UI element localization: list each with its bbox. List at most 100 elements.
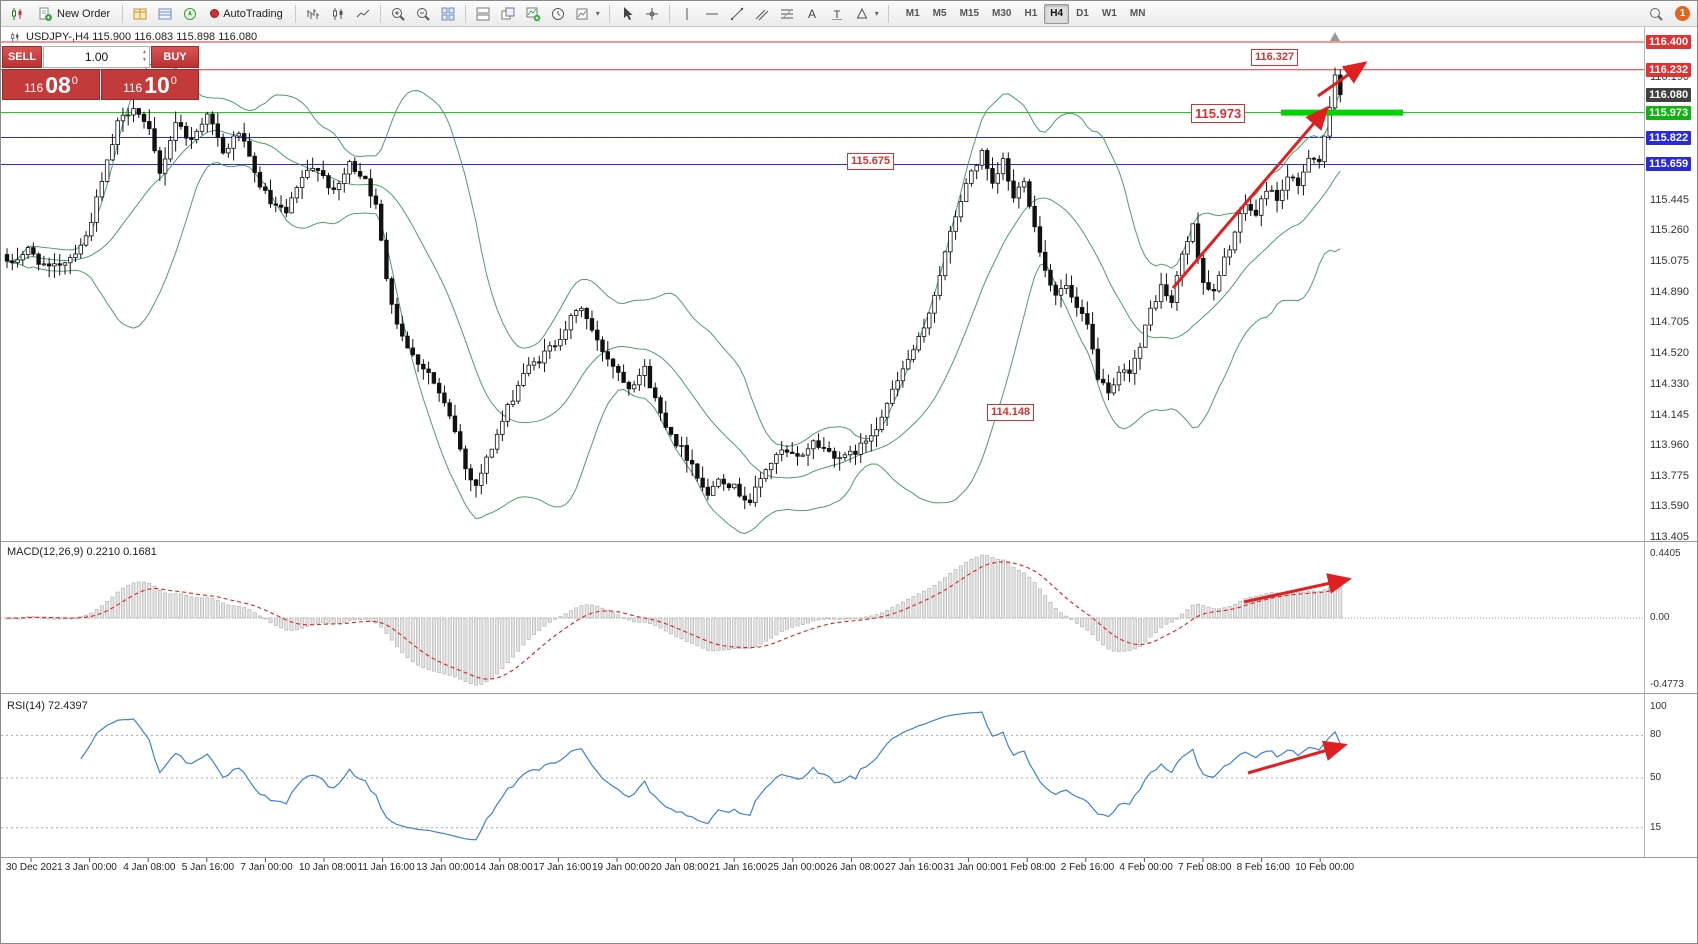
time-label: 3 Jan 00:00 [64, 862, 117, 873]
candlestick-chart-icon[interactable] [326, 3, 350, 25]
timeframe-h4[interactable]: H4 [1044, 3, 1070, 24]
macd-scale-max: 0.4405 [1650, 548, 1681, 559]
timeframe-h1[interactable]: H1 [1018, 4, 1043, 24]
zoom-out-icon[interactable] [411, 3, 435, 25]
annotation-high-target[interactable]: 116.327 [1251, 49, 1299, 66]
fibonacci-tool-icon[interactable] [775, 3, 799, 25]
time-axis[interactable]: 30 Dec 2021 3 Jan 00:00 4 Jan 08:00 5 Jan 1… [1, 858, 1644, 880]
time-label: 21 Jan 16:00 [709, 862, 768, 873]
time-label: 8 Feb 16:00 [1236, 862, 1290, 873]
price-scale[interactable]: 116.190115.445115.260115.075114.890114.7… [1645, 27, 1697, 857]
autotrading-button[interactable]: AutoTrading [203, 3, 290, 25]
time-label: 10 Feb 00:00 [1295, 862, 1355, 873]
price-tick: 113.775 [1650, 469, 1689, 482]
symbol-ohlc-text: USDJPY-,H4 115.900 116.083 115.898 116.0… [26, 31, 258, 43]
line-chart-icon[interactable] [351, 3, 375, 25]
new-chart-icon[interactable] [521, 3, 545, 25]
buy-price-prefix: 116 [123, 81, 143, 96]
sell-price-button[interactable]: 116 08 0 [2, 69, 100, 100]
text-label-tool-icon[interactable]: T [825, 3, 849, 25]
timeframe-m30[interactable]: M30 [986, 4, 1017, 24]
macd-scale-zero: 0.00 [1650, 612, 1670, 623]
arrange-windows-icon[interactable] [471, 3, 495, 25]
sell-price-sup: 0 [71, 75, 78, 87]
rsi-scale-label: 100 [1650, 701, 1667, 712]
price-tick: 114.330 [1650, 378, 1689, 391]
text-tool-icon[interactable]: A [800, 3, 824, 25]
templates-button[interactable]: ▾ [571, 3, 604, 25]
chevron-down-icon: ▾ [595, 9, 600, 18]
navigator-icon[interactable] [178, 3, 202, 25]
trend-arrow [1317, 61, 1368, 98]
buy-price-button[interactable]: 116 10 0 [101, 69, 199, 100]
market-watch-icon[interactable] [128, 3, 152, 25]
annotation-low-marker[interactable]: 114.148 [987, 404, 1035, 421]
chart-window-icon [5, 3, 29, 25]
toolbar-separator [464, 4, 466, 23]
autotrading-status-icon [210, 9, 220, 18]
arrows-shapes-button[interactable]: ▾ [850, 3, 883, 25]
toolbar: New Order AutoTrading ▾ [1, 1, 1697, 27]
cascade-windows-icon[interactable] [496, 3, 520, 25]
macd-label: MACD(12,26,9) 0.2210 0.1681 [7, 546, 157, 558]
vertical-line-tool-icon[interactable] [675, 3, 699, 25]
crosshair-icon[interactable] [640, 3, 664, 25]
bollinger-band [6, 62, 1341, 448]
time-label: 31 Jan 00:00 [943, 862, 1002, 873]
buy-price-sup: 0 [170, 75, 177, 87]
time-label: 20 Jan 08:00 [650, 862, 709, 873]
volume-input[interactable]: 1.00 ▲ ▼ [43, 46, 150, 68]
time-label: 5 Jan 16:00 [181, 862, 235, 873]
rsi-scale-label: 80 [1650, 729, 1662, 741]
tile-windows-icon[interactable] [436, 3, 460, 25]
sell-price-prefix: 116 [24, 81, 44, 96]
timeframe-m15[interactable]: M15 [954, 4, 985, 24]
timeframe-mn[interactable]: MN [1124, 4, 1152, 24]
new-order-icon [37, 6, 53, 22]
rsi-scale-label: 15 [1650, 821, 1662, 833]
new-order-label: New Order [57, 7, 111, 20]
sell-price-big: 08 [45, 72, 71, 99]
annotation-resistance[interactable]: 115.973 [1191, 104, 1246, 123]
search-icon[interactable] [1644, 3, 1668, 25]
price-tick: 114.890 [1650, 285, 1689, 298]
bollinger-band [6, 161, 1341, 535]
bar-chart-icon[interactable] [301, 3, 325, 25]
time-label: 7 Feb 08:00 [1178, 862, 1232, 873]
price-tick: 113.960 [1650, 439, 1689, 452]
price-level-box: 116.080 [1646, 87, 1692, 102]
data-window-icon[interactable] [153, 3, 177, 25]
notification-badge[interactable]: 1 [1675, 6, 1690, 21]
timeframe-m1[interactable]: M1 [900, 4, 926, 24]
time-label: 11 Jan 16:00 [357, 862, 415, 873]
candlestick-mini-icon [11, 32, 19, 42]
channel-tool-icon[interactable] [750, 3, 774, 25]
price-tick: 115.445 [1650, 193, 1689, 206]
time-label: 14 Jan 08:00 [474, 862, 533, 873]
annotation-support-mid[interactable]: 115.675 [847, 153, 895, 170]
price-level-box: 115.822 [1646, 130, 1692, 145]
buy-button[interactable]: BUY [151, 46, 199, 68]
timeframe-group: M1 M5 M15 M30 H1 H4 D1 W1 MN [900, 3, 1152, 24]
time-label: 10 Jan 08:00 [299, 862, 357, 873]
sell-button[interactable]: SELL [2, 46, 42, 68]
zoom-in-icon[interactable] [386, 3, 410, 25]
price-level-box: 116.400 [1646, 35, 1692, 49]
horizontal-line-tool-icon[interactable] [700, 3, 724, 25]
timeframe-w1[interactable]: W1 [1096, 4, 1123, 24]
timeframe-m5[interactable]: M5 [927, 4, 953, 24]
price-tick: 114.705 [1650, 316, 1689, 329]
periods-clock-icon[interactable] [546, 3, 570, 25]
one-click-trading-panel: SELL 1.00 ▲ ▼ BUY 116 08 0 116 10 0 [2, 46, 199, 100]
buy-price-big: 10 [144, 72, 170, 99]
volume-spinner[interactable]: ▲ ▼ [142, 49, 147, 63]
cursor-icon[interactable] [615, 3, 639, 25]
time-label: 26 Jan 08:00 [826, 862, 885, 873]
price-level-box: 116.232 [1646, 62, 1692, 77]
new-order-button[interactable]: New Order [30, 3, 117, 25]
trendline-tool-icon[interactable] [725, 3, 749, 25]
timeframe-d1[interactable]: D1 [1070, 4, 1095, 24]
trend-arrow [1171, 105, 1329, 289]
